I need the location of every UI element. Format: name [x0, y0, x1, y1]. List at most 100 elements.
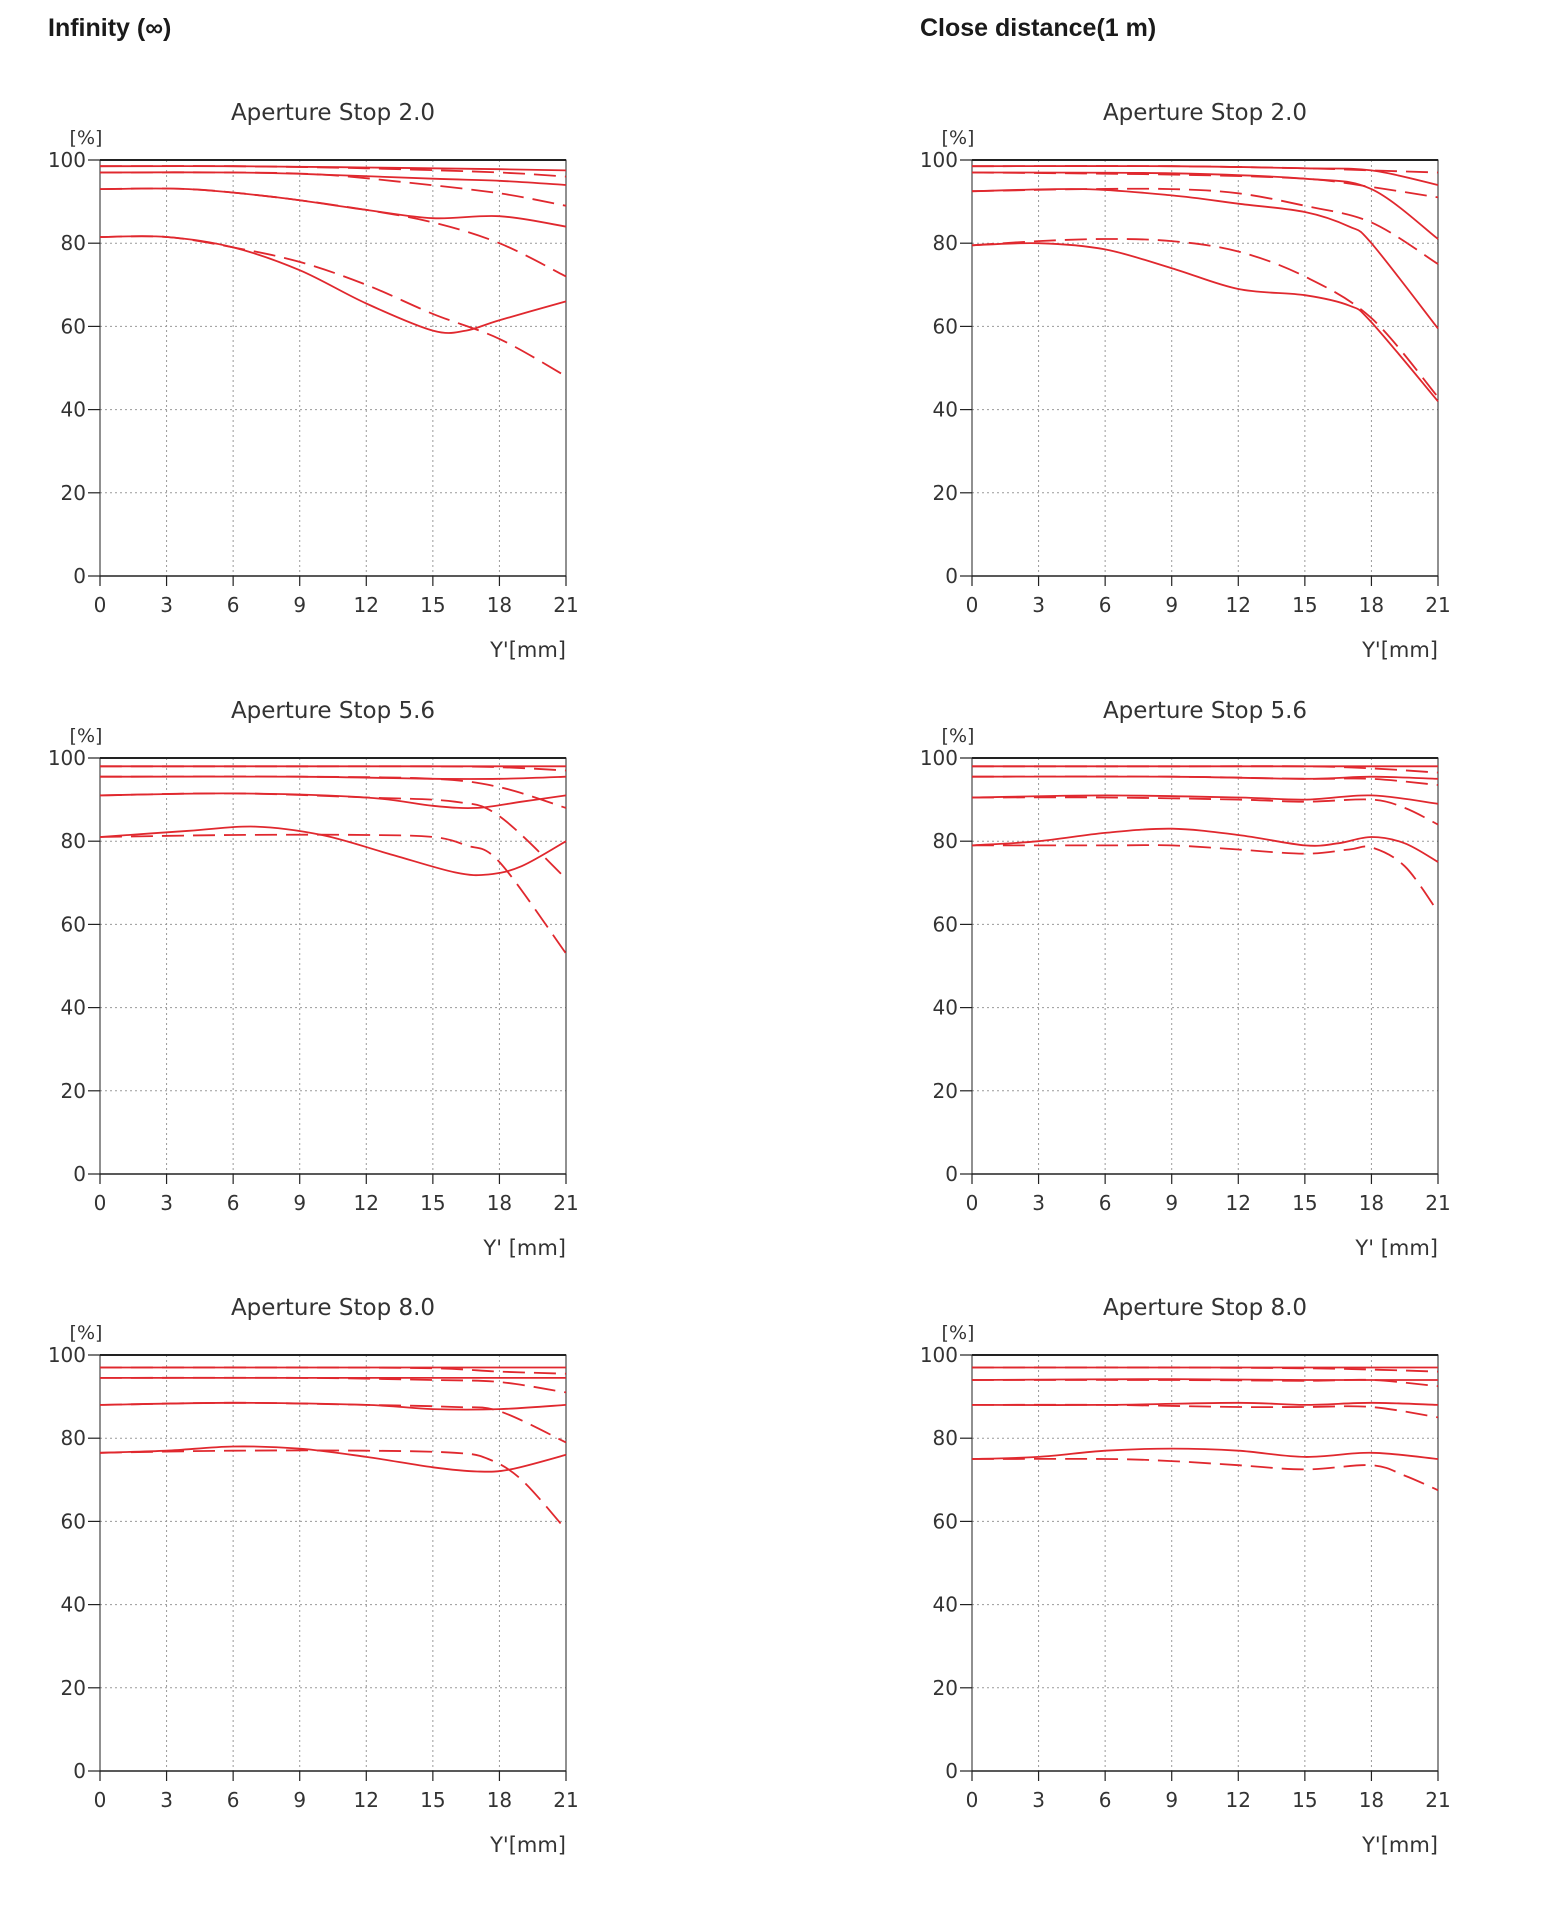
- mtf-curve-solid: [99, 235, 567, 334]
- x-tick-label: 21: [553, 593, 578, 617]
- x-axis-label: Y' [mm]: [1354, 1236, 1438, 1260]
- x-tick-label: 9: [293, 1191, 306, 1215]
- y-tick-label: 60: [61, 314, 86, 338]
- x-tick-label: 18: [487, 1191, 512, 1215]
- x-tick-label: 0: [94, 1788, 107, 1812]
- mtf-curve-solid: [971, 794, 1439, 805]
- y-tick-label: 80: [933, 231, 958, 255]
- y-tick-label: 20: [61, 481, 86, 505]
- chart-title: Aperture Stop 5.6: [1103, 698, 1307, 724]
- x-tick-label: 15: [1292, 593, 1317, 617]
- y-tick-label: 80: [933, 1426, 958, 1450]
- y-tick-label: 100: [48, 148, 86, 172]
- y-tick-label: 100: [920, 746, 958, 770]
- x-tick-label: 15: [420, 593, 445, 617]
- chart-svg: Aperture Stop 5.6 [%] 0 20 40 60 80 100 0 3 6 9 12 15…: [48, 698, 579, 1260]
- chart-svg: Aperture Stop 8.0 [%] 0 20 40 60 80 100 0 3 6 9 12 15…: [48, 1295, 579, 1857]
- y-tick-label: 60: [933, 314, 958, 338]
- y-axis-unit: [%]: [942, 725, 975, 747]
- chart-title: Aperture Stop 2.0: [1103, 100, 1307, 126]
- x-tick-label: 9: [1165, 1191, 1178, 1215]
- x-tick-label: 18: [1359, 593, 1384, 617]
- x-tick-label: 0: [94, 1191, 107, 1215]
- mtf-curve-dashed: [99, 1449, 567, 1531]
- mtf-curve-dashed: [99, 1366, 567, 1375]
- mtf-curve-dashed: [971, 165, 1439, 174]
- x-tick-label: 15: [420, 1191, 445, 1215]
- mtf-curve-dashed: [971, 1403, 1439, 1419]
- y-tick-label: 80: [61, 1426, 86, 1450]
- mtf-curve-dashed: [99, 833, 567, 955]
- x-tick-label: 12: [1226, 1788, 1251, 1812]
- x-tick-label: 18: [1359, 1788, 1384, 1812]
- y-tick-label: 0: [73, 1162, 86, 1186]
- x-tick-label: 3: [160, 1191, 173, 1215]
- y-tick-label: 40: [933, 996, 958, 1020]
- x-tick-label: 0: [94, 593, 107, 617]
- mtf-curve-dashed: [971, 1366, 1439, 1373]
- chart-svg: Aperture Stop 8.0 [%] 0 20 40 60 80 100 0 3 6 9 12 15…: [920, 1295, 1451, 1857]
- mtf-curve-solid: [971, 188, 1439, 330]
- x-tick-label: 6: [1099, 593, 1112, 617]
- column-title-infinity: Infinity (∞): [48, 14, 172, 42]
- x-tick-label: 21: [1425, 1788, 1450, 1812]
- mtf-chart-infinity-f8: Aperture Stop 8.0 [%] 0 20 40 60 80 100 0 3 6 9 12 15…: [0, 1290, 720, 1890]
- x-tick-label: 9: [1165, 593, 1178, 617]
- mtf-curve-dashed: [972, 765, 1439, 774]
- mtf-curve-dashed: [971, 171, 1439, 199]
- mtf-curve-dashed: [971, 1457, 1439, 1492]
- y-tick-label: 100: [48, 1343, 86, 1367]
- x-tick-label: 12: [354, 1191, 379, 1215]
- x-tick-label: 18: [487, 593, 512, 617]
- x-tick-label: 6: [227, 1788, 240, 1812]
- mtf-chart-infinity-f2: Aperture Stop 2.0 [%] 0 20 40 60 80 100 0 3 6 9 12 15…: [0, 95, 720, 695]
- mtf-curve-solid: [971, 242, 1439, 402]
- mtf-curve-solid: [99, 792, 567, 810]
- y-axis-unit: [%]: [70, 1322, 103, 1344]
- x-tick-label: 3: [1032, 1191, 1045, 1215]
- x-tick-label: 21: [553, 1788, 578, 1812]
- y-tick-label: 80: [61, 829, 86, 853]
- mtf-curve-solid: [971, 1447, 1439, 1460]
- x-tick-label: 12: [354, 1788, 379, 1812]
- y-tick-label: 0: [945, 1162, 958, 1186]
- x-tick-label: 6: [1099, 1788, 1112, 1812]
- x-tick-label: 21: [553, 1191, 578, 1215]
- mtf-curve-dashed: [99, 187, 567, 278]
- chart-svg: Aperture Stop 2.0 [%] 0 20 40 60 80 100 0 3 6 9 12 15…: [48, 100, 579, 662]
- x-tick-label: 0: [966, 1788, 979, 1812]
- chart-title: Aperture Stop 5.6: [231, 698, 435, 724]
- x-axis-label: Y'[mm]: [1361, 638, 1438, 662]
- mtf-curve-solid: [99, 187, 567, 228]
- y-axis-unit: [%]: [70, 725, 103, 747]
- mtf-curve-dashed: [99, 1376, 567, 1394]
- mtf-curve-dashed: [971, 187, 1439, 265]
- chart-title: Aperture Stop 8.0: [231, 1295, 435, 1321]
- y-tick-label: 60: [61, 912, 86, 936]
- y-axis-unit: [%]: [942, 1322, 975, 1344]
- column-title-close-distance: Close distance(1 m): [920, 14, 1157, 42]
- mtf-curve-dashed: [99, 1401, 567, 1444]
- y-tick-label: 0: [945, 564, 958, 588]
- chart-svg: Aperture Stop 2.0 [%] 0 20 40 60 80 100 0 3 6 9 12 15…: [920, 100, 1451, 662]
- y-tick-label: 20: [933, 1676, 958, 1700]
- y-axis-unit: [%]: [70, 127, 103, 149]
- mtf-curve-dashed: [971, 796, 1439, 826]
- x-tick-label: 15: [1292, 1788, 1317, 1812]
- plot-frame: [971, 1354, 1439, 1772]
- x-tick-label: 15: [420, 1788, 445, 1812]
- y-tick-label: 20: [61, 1079, 86, 1103]
- x-tick-label: 3: [160, 593, 173, 617]
- mtf-curve-solid: [99, 1445, 567, 1473]
- mtf-curve-dashed: [99, 165, 567, 178]
- x-tick-label: 15: [1292, 1191, 1317, 1215]
- mtf-chart-close-f8: Aperture Stop 8.0 [%] 0 20 40 60 80 100 0 3 6 9 12 15…: [872, 1290, 1546, 1890]
- x-tick-label: 3: [1032, 593, 1045, 617]
- x-tick-label: 9: [293, 1788, 306, 1812]
- mtf-curve-dashed: [99, 775, 567, 809]
- x-tick-label: 0: [966, 593, 979, 617]
- plot-frame: [99, 1354, 567, 1772]
- mtf-curve-solid: [99, 825, 567, 877]
- y-tick-label: 80: [61, 231, 86, 255]
- x-tick-label: 0: [966, 1191, 979, 1215]
